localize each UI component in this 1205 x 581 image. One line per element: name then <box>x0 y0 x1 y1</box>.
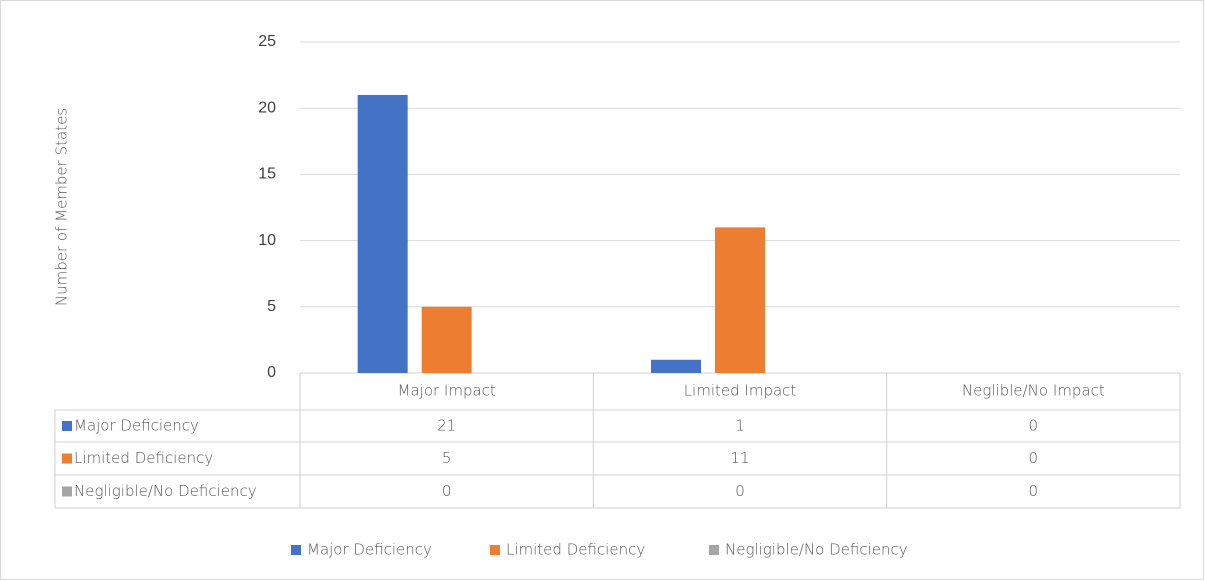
y-tick-label: 25 <box>258 33 276 50</box>
legend-key <box>490 545 500 555</box>
table-legend-key <box>62 421 72 431</box>
y-tick-label: 0 <box>267 364 276 381</box>
y-tick-label: 20 <box>258 99 276 116</box>
table-cell: 0 <box>442 482 452 500</box>
table-cell: 0 <box>1029 449 1039 467</box>
bar <box>715 227 765 373</box>
table-cell: 11 <box>730 449 749 467</box>
table-cell: 0 <box>1029 417 1039 435</box>
table-legend-key <box>62 486 72 497</box>
category-label: Major Impact <box>398 382 496 400</box>
bar <box>357 94 408 374</box>
category-label: Neglible/No Impact <box>962 382 1105 400</box>
table-legend-key <box>62 453 72 464</box>
category-label: Limited Impact <box>684 382 797 400</box>
table-cell: 5 <box>442 449 452 467</box>
legend-key <box>291 545 301 555</box>
bar <box>421 306 472 373</box>
table-cell: 1 <box>735 417 745 435</box>
table-row-label: Negligible/No Deficiency <box>74 482 257 500</box>
bar <box>651 359 701 373</box>
table-cell: 21 <box>437 417 456 435</box>
legend-key <box>709 545 719 555</box>
legend-label: Limited Deficiency <box>506 541 645 559</box>
legend-label: Major Deficiency <box>307 541 432 559</box>
table-cell: 0 <box>735 482 745 500</box>
table-cell: 0 <box>1029 482 1039 500</box>
table-row-label: Major Deficiency <box>74 417 199 435</box>
y-tick-label: 15 <box>258 166 276 183</box>
y-axis-label: Number of Member States <box>53 108 71 306</box>
table-row-label: Limited Deficiency <box>74 449 213 467</box>
y-tick-label: 10 <box>258 232 276 249</box>
y-tick-label: 5 <box>267 298 276 315</box>
legend-label: Negligible/No Deficiency <box>725 541 908 559</box>
